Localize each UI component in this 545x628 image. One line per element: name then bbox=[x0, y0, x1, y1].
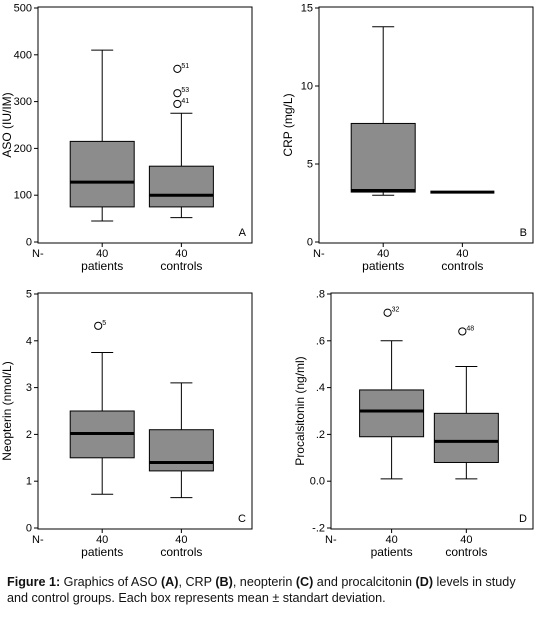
category-label-patients: patients bbox=[81, 545, 123, 559]
y-tick-label: 200 bbox=[14, 143, 32, 155]
caption-part: (D) bbox=[415, 575, 434, 589]
n-count: 40 bbox=[456, 248, 468, 260]
panel-label: A bbox=[239, 227, 247, 239]
y-axis-label: CRP (mg/L) bbox=[281, 93, 295, 156]
category-label-controls: controls bbox=[160, 259, 202, 273]
box-controls bbox=[433, 412, 499, 463]
chart-panel-d: -.2 0.0 .2 .4 .6 .8 Procalsitonin (ng/ml) 32 48 D… bbox=[293, 289, 534, 559]
y-tick-label: 2 bbox=[26, 429, 32, 441]
outlier-marker bbox=[458, 327, 467, 336]
n-count: 40 bbox=[96, 534, 108, 546]
y-tick-label: 1 bbox=[26, 476, 32, 488]
category-label-controls: controls bbox=[441, 259, 483, 273]
box-controls bbox=[148, 165, 214, 208]
n-count: 40 bbox=[385, 534, 397, 546]
caption-part: (B) bbox=[215, 575, 233, 589]
y-tick-label: 100 bbox=[14, 190, 32, 202]
y-tick-label: 5 bbox=[307, 159, 313, 171]
figure-caption: Figure 1: Graphics of ASO (A), CRP (B), … bbox=[7, 574, 539, 606]
n-count: 40 bbox=[175, 248, 187, 260]
n-count: 40 bbox=[96, 248, 108, 260]
caption-part: (C) bbox=[295, 575, 314, 589]
n-label: N- bbox=[32, 534, 44, 546]
category-label-controls: controls bbox=[445, 545, 487, 559]
y-tick-label: 0.0 bbox=[310, 476, 325, 488]
y-axis-label: Procalsitonin (ng/ml) bbox=[293, 356, 307, 465]
n-label: N- bbox=[313, 248, 325, 260]
category-label-patients: patients bbox=[362, 259, 404, 273]
y-tick-label: 0 bbox=[307, 237, 313, 249]
outlier-marker bbox=[173, 89, 182, 98]
outlier-label: 32 bbox=[392, 307, 400, 314]
y-tick-label: -.2 bbox=[312, 523, 325, 535]
y-tick-label: 300 bbox=[14, 96, 32, 108]
y-tick-label: 0 bbox=[26, 237, 32, 249]
category-label-patients: patients bbox=[81, 259, 123, 273]
y-tick-label: .4 bbox=[316, 382, 325, 394]
outlier-label: 48 bbox=[466, 325, 474, 332]
box-patients bbox=[359, 389, 425, 438]
caption-part: (A) bbox=[160, 575, 179, 589]
caption-part: , CRP bbox=[178, 575, 216, 589]
plot-frame bbox=[37, 6, 253, 244]
outlier-label: 51 bbox=[181, 63, 189, 70]
caption-part: , neopterin bbox=[232, 575, 296, 589]
n-count: 40 bbox=[460, 534, 472, 546]
outlier-marker bbox=[383, 308, 392, 317]
caption-label: Figure 1: bbox=[7, 575, 61, 589]
y-tick-label: 3 bbox=[26, 382, 32, 394]
box-patients bbox=[350, 122, 416, 193]
outlier-marker bbox=[173, 99, 182, 109]
y-tick-label: 4 bbox=[26, 335, 32, 347]
panel-label: D bbox=[519, 513, 527, 525]
y-axis-label: Neopterin (nmol/L) bbox=[0, 361, 14, 460]
n-count: 40 bbox=[175, 534, 187, 546]
y-tick-label: 10 bbox=[301, 81, 313, 93]
y-tick-label: 5 bbox=[26, 289, 32, 301]
y-axis-label: ASO (IU/IM) bbox=[0, 92, 14, 157]
y-tick-label: .2 bbox=[316, 429, 325, 441]
box-patients bbox=[69, 140, 135, 208]
category-label-controls: controls bbox=[160, 545, 202, 559]
outlier-marker bbox=[173, 64, 182, 73]
box-controls bbox=[148, 429, 214, 472]
outlier-label: 53 bbox=[181, 87, 189, 94]
caption-text: Graphics of ASO (A), CRP (B), neopterin … bbox=[7, 575, 516, 605]
panel-label: B bbox=[520, 227, 527, 239]
n-label: N- bbox=[32, 248, 44, 260]
n-label: N- bbox=[325, 534, 337, 546]
outlier-marker bbox=[94, 321, 103, 330]
n-count: 40 bbox=[377, 248, 389, 260]
y-tick-label: 500 bbox=[14, 3, 32, 15]
caption-part: and procalcitonin bbox=[313, 575, 416, 589]
caption-part: levels in study and control groups. Each… bbox=[7, 575, 516, 605]
y-tick-label: .6 bbox=[316, 335, 325, 347]
y-tick-label: .8 bbox=[316, 289, 325, 301]
outlier-label: 5 bbox=[102, 320, 106, 327]
outlier-label: 41 bbox=[181, 98, 189, 105]
y-tick-label: 400 bbox=[14, 49, 32, 61]
caption-part: Graphics of ASO bbox=[60, 575, 161, 589]
panel-label: C bbox=[238, 513, 246, 525]
y-tick-label: 0 bbox=[26, 523, 32, 535]
y-tick-label: 15 bbox=[301, 3, 313, 15]
category-label-patients: patients bbox=[371, 545, 413, 559]
